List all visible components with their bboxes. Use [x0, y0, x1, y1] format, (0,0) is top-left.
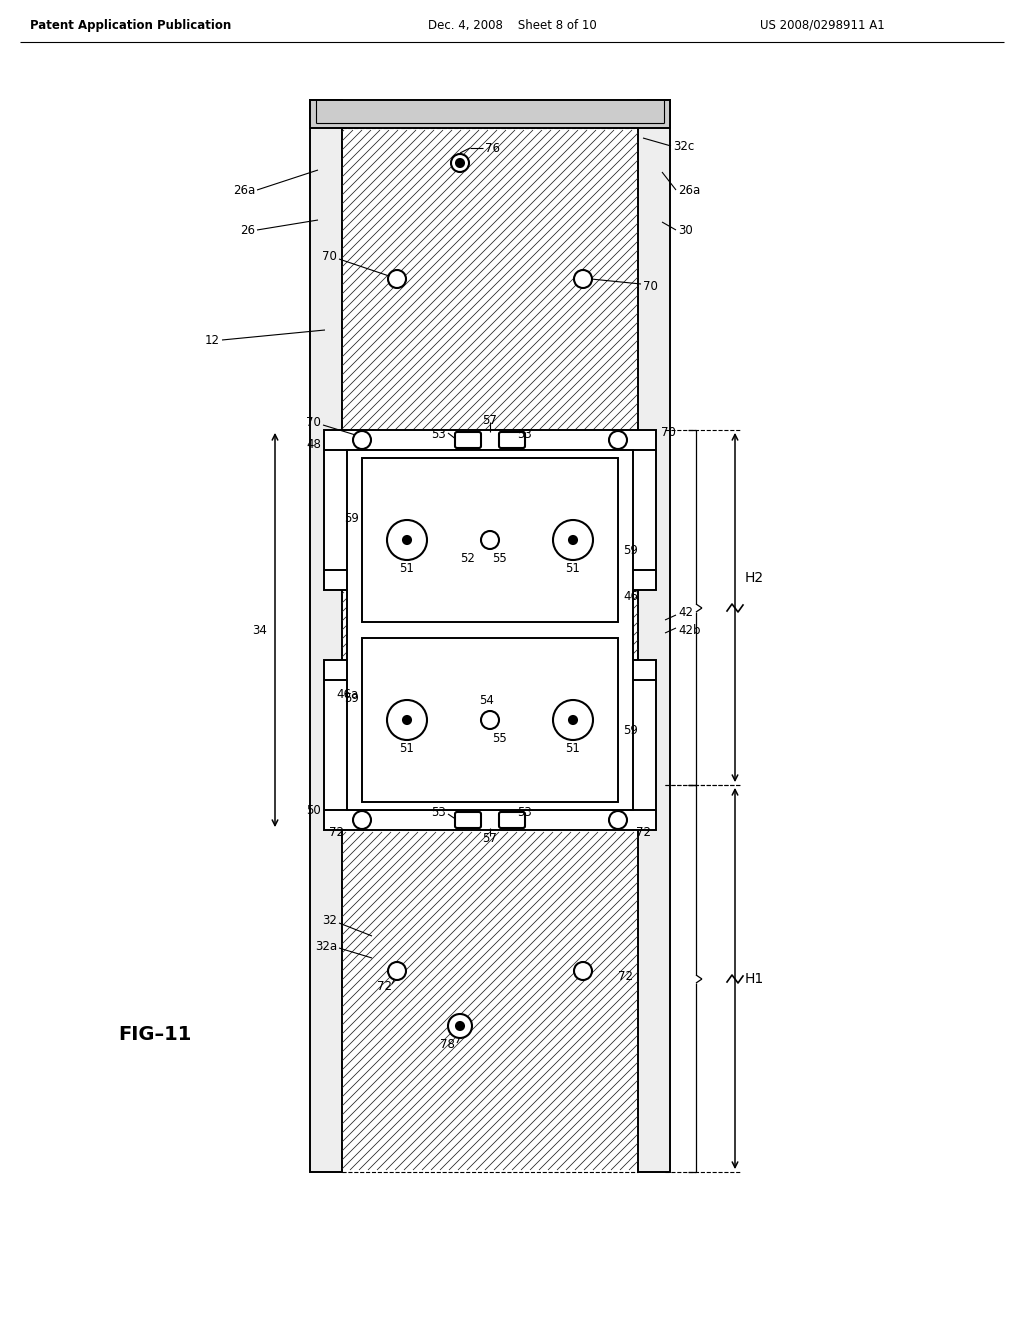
Circle shape [553, 700, 593, 741]
Bar [347, 450, 633, 810]
Text: 59: 59 [623, 723, 638, 737]
Bar [324, 660, 656, 830]
Circle shape [569, 715, 577, 723]
Text: 32c: 32c [673, 140, 694, 153]
Text: 72: 72 [329, 825, 344, 838]
Text: 59: 59 [344, 511, 359, 524]
Bar [638, 100, 670, 1172]
Text: 26a: 26a [678, 183, 700, 197]
Text: 76: 76 [485, 141, 500, 154]
Circle shape [353, 810, 371, 829]
Text: 32a: 32a [314, 940, 337, 953]
Text: 78: 78 [440, 1039, 455, 1052]
Text: 53: 53 [431, 429, 446, 441]
Bar [362, 638, 618, 803]
Bar [326, 663, 654, 828]
Text: 72: 72 [618, 969, 633, 982]
Text: 42b: 42b [678, 623, 700, 636]
Circle shape [403, 536, 411, 544]
Bar [342, 591, 638, 657]
Circle shape [388, 271, 406, 288]
Text: 12: 12 [205, 334, 220, 346]
FancyBboxPatch shape [499, 812, 525, 828]
Text: 50: 50 [306, 804, 321, 817]
Circle shape [451, 154, 469, 172]
Circle shape [481, 711, 499, 729]
Text: 51: 51 [399, 561, 415, 574]
Text: 57: 57 [482, 832, 498, 845]
Circle shape [481, 531, 499, 549]
Text: 70: 70 [643, 281, 657, 293]
Text: 32: 32 [323, 915, 337, 928]
Bar [326, 432, 654, 587]
Circle shape [574, 962, 592, 979]
Text: 70: 70 [306, 416, 321, 429]
Text: 53: 53 [517, 429, 531, 441]
Circle shape [403, 715, 411, 723]
Bar [362, 458, 618, 622]
Circle shape [456, 158, 464, 168]
Text: 51: 51 [565, 561, 581, 574]
Circle shape [574, 271, 592, 288]
Circle shape [388, 962, 406, 979]
Bar [310, 100, 342, 1172]
Circle shape [387, 700, 427, 741]
Text: 46: 46 [623, 590, 638, 603]
Text: 46a: 46a [337, 689, 359, 701]
Text: 26: 26 [240, 223, 255, 236]
FancyBboxPatch shape [455, 812, 481, 828]
Text: 48: 48 [306, 438, 321, 451]
Text: 72: 72 [636, 825, 651, 838]
Text: 26a: 26a [232, 183, 255, 197]
Text: 54: 54 [479, 694, 495, 708]
Text: 53: 53 [517, 805, 531, 818]
Bar [310, 100, 670, 128]
Text: 70: 70 [662, 425, 676, 438]
Circle shape [456, 1022, 464, 1030]
Text: Patent Application Publication: Patent Application Publication [30, 18, 231, 32]
Text: 70: 70 [323, 251, 337, 264]
Text: US 2008/0298911 A1: US 2008/0298911 A1 [760, 18, 885, 32]
Text: 53: 53 [431, 805, 446, 818]
Bar [342, 832, 638, 1170]
Text: 55: 55 [492, 733, 507, 746]
Bar [324, 430, 656, 590]
Text: 51: 51 [565, 742, 581, 755]
Text: 59: 59 [344, 692, 359, 705]
Circle shape [449, 1014, 472, 1038]
Circle shape [353, 432, 371, 449]
Text: 59: 59 [623, 544, 638, 557]
Circle shape [387, 520, 427, 560]
Text: H1: H1 [745, 972, 764, 986]
Text: Dec. 4, 2008    Sheet 8 of 10: Dec. 4, 2008 Sheet 8 of 10 [428, 18, 596, 32]
Text: FIG–11: FIG–11 [118, 1026, 191, 1044]
Bar [342, 129, 638, 430]
Text: 30: 30 [678, 223, 693, 236]
Text: 57: 57 [482, 413, 498, 426]
Text: 52: 52 [460, 553, 475, 565]
Text: 42: 42 [678, 606, 693, 619]
FancyBboxPatch shape [499, 432, 525, 447]
Text: 34: 34 [252, 623, 267, 636]
Circle shape [553, 520, 593, 560]
Text: 55: 55 [492, 553, 507, 565]
Text: H2: H2 [745, 572, 764, 585]
Circle shape [609, 810, 627, 829]
Text: 72: 72 [377, 979, 392, 993]
Bar [349, 451, 631, 808]
FancyBboxPatch shape [455, 432, 481, 447]
Circle shape [569, 536, 577, 544]
Text: 51: 51 [399, 742, 415, 755]
Circle shape [609, 432, 627, 449]
